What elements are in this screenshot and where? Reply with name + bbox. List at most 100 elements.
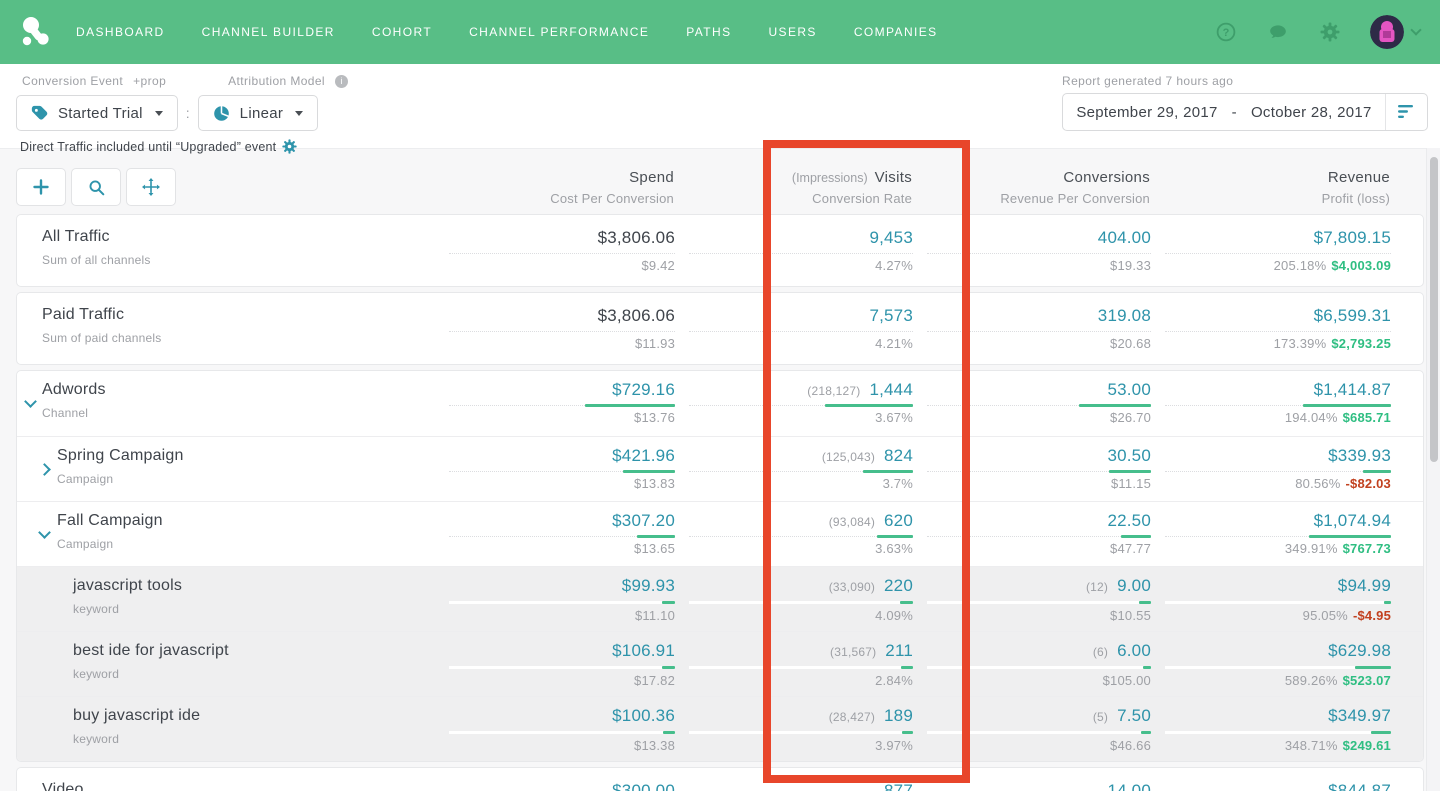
impressions-value: (28,427) <box>829 710 875 724</box>
date-range-start: September 29, 2017 <box>1076 104 1217 121</box>
revenue-per-conversion: $46.66 <box>1110 738 1151 753</box>
magnitude-bar <box>662 601 675 604</box>
date-range-picker[interactable]: September 29, 2017 - October 28, 2017 <box>1062 93 1428 131</box>
table-row[interactable]: Paid Traffic Sum of paid channels $3,806… <box>17 293 1423 364</box>
add-button[interactable] <box>16 168 66 206</box>
table-header: Spend Cost Per Conversion (Impressions)V… <box>16 163 1424 211</box>
spend-value: $729.16 <box>612 380 675 399</box>
profit-value: $4,003.09 <box>1331 258 1391 273</box>
row-type-label: Campaign <box>57 472 435 486</box>
magnitude-bar <box>1384 601 1391 604</box>
nav-item-paths[interactable]: PATHS <box>686 25 731 39</box>
row-chevron-icon[interactable] <box>24 395 37 408</box>
visits-value: 1,444 <box>869 380 913 399</box>
nav-item-dashboard[interactable]: DASHBOARD <box>76 25 165 39</box>
column-header-revenue[interactable]: Revenue Profit (loss) <box>1150 169 1390 206</box>
user-menu[interactable] <box>1370 15 1420 49</box>
help-icon[interactable]: ? <box>1216 22 1236 42</box>
conversion-event-value: Started Trial <box>58 105 143 122</box>
magnitude-bar <box>1139 601 1151 604</box>
spend-cell: $307.20 $13.65 <box>435 502 675 566</box>
row-title: buy javascript ide <box>73 707 435 725</box>
vertical-scrollbar[interactable] <box>1426 148 1440 791</box>
conversions-value: 319.08 <box>1098 306 1151 325</box>
value-rule <box>449 536 675 537</box>
visits-value: 9,453 <box>869 228 913 247</box>
row-type-label: keyword <box>73 732 435 746</box>
magnitude-bar <box>663 731 675 734</box>
conversions-value: 6.00 <box>1117 641 1151 660</box>
visits-cell: 7,573 4.21% <box>675 293 913 364</box>
value-rule <box>1165 536 1391 537</box>
value-rule <box>449 666 675 669</box>
chevron-down-icon <box>1410 24 1421 35</box>
add-prop-link[interactable]: +prop <box>133 74 166 88</box>
table-row[interactable]: Spring Campaign Campaign $421.96 $13.83 … <box>17 436 1423 501</box>
spend-cell: $106.91 $17.82 <box>435 632 675 696</box>
table-row[interactable]: Video $300.00 877 14.00 $844.87 <box>17 768 1423 791</box>
conversions-count: (6) <box>1093 645 1108 659</box>
row-chevron-icon[interactable] <box>38 463 51 476</box>
row-title: Video <box>42 781 435 791</box>
scrollbar-thumb[interactable] <box>1430 157 1438 462</box>
nav-item-cohort[interactable]: COHORT <box>372 25 432 39</box>
nav-item-users[interactable]: USERS <box>768 25 816 39</box>
attribution-model-select[interactable]: Linear <box>198 95 319 131</box>
revenue-cell: $349.97 348.71%$249.61 <box>1151 697 1391 761</box>
visits-cell: (93,084)620 3.63% <box>675 502 913 566</box>
magnitude-bar <box>902 731 913 734</box>
value-rule <box>927 253 1151 254</box>
table-card: Paid Traffic Sum of paid channels $3,806… <box>16 292 1424 365</box>
table-card: Adwords Channel $729.16 $13.76 (218,127)… <box>16 370 1424 762</box>
move-button[interactable] <box>126 168 176 206</box>
conversions-cell: 14.00 <box>913 768 1151 791</box>
column-header-conversions[interactable]: Conversions Revenue Per Conversion <box>912 169 1150 206</box>
table-row[interactable]: javascript tools keyword $99.93 $11.10 (… <box>17 566 1423 631</box>
settings-icon[interactable] <box>1320 22 1340 42</box>
profit-percent: 589.26% <box>1285 673 1338 688</box>
table-row[interactable]: All Traffic Sum of all channels $3,806.0… <box>17 215 1423 286</box>
conversion-event-select[interactable]: Started Trial <box>16 95 178 131</box>
nav-item-channel-builder[interactable]: CHANNEL BUILDER <box>202 25 335 39</box>
revenue-per-conversion: $11.15 <box>1111 476 1151 491</box>
search-button[interactable] <box>71 168 121 206</box>
date-range-end: October 28, 2017 <box>1251 104 1372 121</box>
magnitude-bar <box>825 404 913 407</box>
nav-item-channel-performance[interactable]: CHANNEL PERFORMANCE <box>469 25 649 39</box>
conversions-value: 404.00 <box>1098 228 1151 247</box>
visits-value: 620 <box>884 511 913 530</box>
app-logo-icon[interactable] <box>20 15 54 49</box>
visits-value: 211 <box>885 641 913 660</box>
impressions-value: (218,127) <box>807 384 860 398</box>
table-row[interactable]: best ide for javascript keyword $106.91 … <box>17 631 1423 696</box>
magnitude-bar <box>877 535 913 538</box>
revenue-per-conversion: $47.77 <box>1110 541 1151 556</box>
spend-cell: $421.96 $13.83 <box>435 437 675 501</box>
conversion-rate: 3.67% <box>875 410 913 425</box>
date-filter-button[interactable] <box>1385 94 1427 130</box>
magnitude-bar <box>1079 404 1151 407</box>
conversions-value: 53.00 <box>1107 380 1151 399</box>
filter-lines-icon <box>1398 105 1415 119</box>
column-header-visits[interactable]: (Impressions)Visits Conversion Rate <box>674 169 912 206</box>
profit-value: $523.07 <box>1343 673 1391 688</box>
nav-item-companies[interactable]: COMPANIES <box>854 25 938 39</box>
cost-per-conversion: $9.42 <box>641 258 675 273</box>
value-rule <box>927 471 1151 472</box>
row-chevron-icon[interactable] <box>38 526 51 539</box>
visits-value: 824 <box>884 446 913 465</box>
table-row[interactable]: buy javascript ide keyword $100.36 $13.3… <box>17 696 1423 761</box>
conversion-rate: 3.63% <box>875 541 913 556</box>
direct-traffic-note: Direct Traffic included until “Upgraded”… <box>20 140 276 154</box>
column-header-spend[interactable]: Spend Cost Per Conversion <box>434 169 674 206</box>
conversions-cell: 22.50 $47.77 <box>913 502 1151 566</box>
revenue-per-conversion: $26.70 <box>1110 410 1151 425</box>
value-rule <box>1165 471 1391 472</box>
note-settings-icon[interactable] <box>282 139 297 154</box>
table-row[interactable]: Fall Campaign Campaign $307.20 $13.65 (9… <box>17 501 1423 566</box>
spend-value: $421.96 <box>612 446 675 465</box>
chat-icon[interactable] <box>1266 22 1290 42</box>
table-row[interactable]: Adwords Channel $729.16 $13.76 (218,127)… <box>17 371 1423 436</box>
info-icon[interactable]: i <box>335 75 348 88</box>
avatar[interactable] <box>1370 15 1404 49</box>
